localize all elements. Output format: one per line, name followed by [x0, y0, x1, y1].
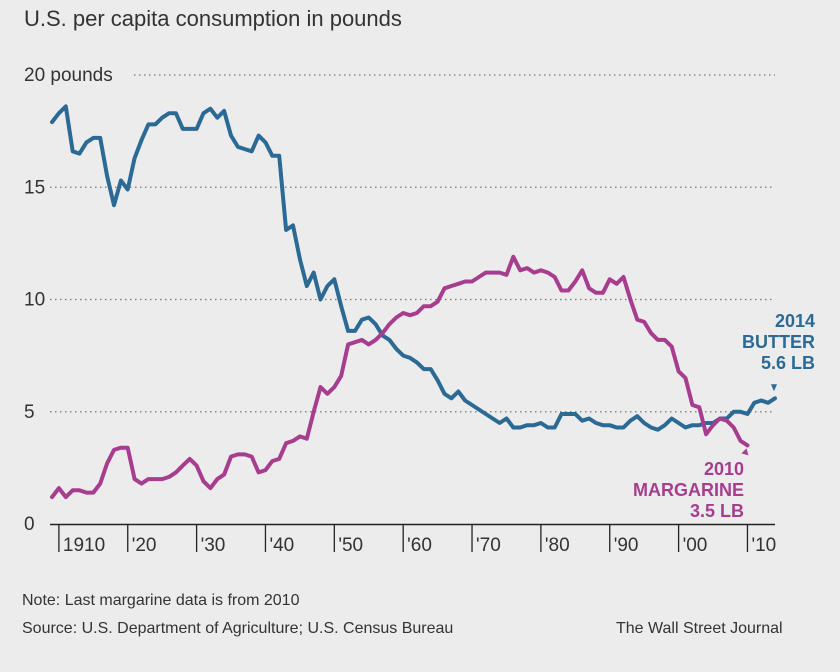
note-text: Note: Last margarine data is from 2010 — [22, 592, 300, 609]
y-tick-label: 0 — [24, 514, 35, 535]
x-tick-label: '60 — [407, 535, 432, 556]
x-tick-label: '30 — [201, 535, 226, 556]
butter-line — [50, 104, 777, 432]
butter-pointer — [771, 384, 777, 392]
grid-lines — [50, 74, 775, 413]
margarine-line — [50, 254, 750, 500]
x-axis: 1910 '20 '30 '40 '50 '60 '70 '80 '90 '00 '10 — [50, 523, 776, 556]
x-tick-label: '20 — [132, 535, 157, 556]
y-tick-label: 5 — [24, 402, 35, 423]
x-tick-label: '10 — [751, 535, 776, 556]
x-tick-label: '70 — [476, 535, 501, 556]
margarine-annotation-line: MARGARINE — [633, 480, 744, 500]
x-tick-label: '00 — [683, 535, 708, 556]
butter-annotation-line: 2014 — [775, 311, 815, 331]
publisher-credit: The Wall Street Journal — [616, 620, 783, 637]
chart-title: U.S. per capita consumption in pounds — [24, 6, 402, 31]
y-tick-label: 15 — [24, 177, 45, 198]
x-tick-label: '50 — [338, 535, 363, 556]
margarine-annotation-line: 2010 — [704, 459, 744, 479]
y-axis: 20 pounds 15 10 5 0 — [24, 65, 113, 535]
y-tick-label: 20 pounds — [24, 65, 113, 86]
margarine-pointer — [741, 448, 749, 456]
y-tick-label: 10 — [24, 290, 45, 311]
butter-annotation-line: BUTTER — [742, 332, 815, 352]
butter-annotation-line: 5.6 LB — [761, 353, 815, 373]
x-tick-label: '40 — [269, 535, 294, 556]
x-tick-label: '80 — [545, 535, 570, 556]
source-text: Source: U.S. Department of Agriculture; … — [22, 620, 454, 637]
x-tick-label: 1910 — [63, 535, 105, 556]
margarine-annotation-line: 3.5 LB — [690, 501, 744, 521]
x-tick-label: '90 — [614, 535, 639, 556]
series-lines — [50, 104, 777, 500]
